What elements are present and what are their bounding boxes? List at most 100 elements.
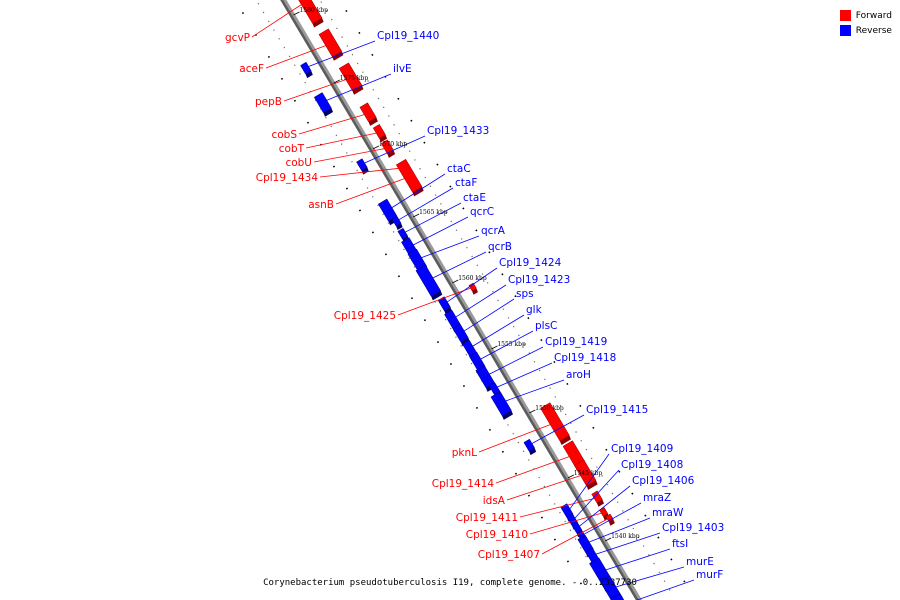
gene-depth: [502, 410, 513, 420]
gene-leader: [595, 532, 661, 555]
guide-row: [257, 2, 613, 600]
gene-depth: [559, 435, 571, 445]
legend-reverse: Reverse: [839, 23, 892, 38]
gene-label-gcvp: gcvP: [225, 32, 250, 44]
gene-leader: [364, 135, 426, 164]
gene-label-cpl19-1423: Cpl19_1423: [508, 274, 570, 286]
gene-leader: [480, 330, 534, 360]
gene-depth: [596, 499, 604, 507]
gene-label-ftsi: ftsI: [672, 538, 688, 550]
gene-block: [560, 503, 574, 518]
gene-label-ctaf: ctaF: [455, 177, 477, 189]
gene-depth: [586, 480, 598, 490]
gene-leader: [489, 346, 544, 375]
gene-ctaf: [391, 215, 403, 231]
gene-depth: [608, 519, 615, 526]
gene-leader: [478, 424, 551, 453]
gene-block: [523, 438, 535, 452]
gene-depth: [323, 108, 334, 117]
guide-row: [319, 0, 671, 592]
gene-block: [397, 227, 409, 240]
gene-leader: [335, 178, 405, 205]
gene-leader: [397, 287, 471, 316]
gene-depth: [352, 85, 364, 95]
gene-leader: [413, 216, 469, 246]
gene-gcvp: [298, 0, 324, 28]
gene-leader: [455, 284, 507, 318]
gene-block: [540, 402, 570, 442]
gene-label-cpl19-1433: Cpl19_1433: [427, 125, 489, 137]
gene-leader: [506, 475, 581, 501]
gene-block: [298, 0, 323, 24]
gene-label-cpl19-1418: Cpl19_1418: [554, 352, 616, 364]
gene-block: [605, 513, 614, 523]
gene-label-qcrb: qcrB: [488, 241, 512, 253]
gene-cpl19-1407: [605, 513, 615, 526]
gene-label-glk: glk: [526, 304, 543, 316]
gene-leader: [464, 298, 515, 332]
gene-label-cpl19-1415: Cpl19_1415: [586, 404, 648, 416]
gene-block: [359, 102, 377, 123]
gene-cpl19-1424: [437, 296, 452, 315]
gene-leader: [472, 314, 525, 347]
gene-leader: [283, 79, 346, 102]
gene-block: [391, 215, 402, 227]
tick-mark: [452, 279, 459, 284]
gene-leader: [319, 167, 400, 178]
gene-leader: [605, 548, 671, 571]
gene-label-qcra: qcrA: [481, 225, 506, 237]
tick-mark: [529, 409, 536, 414]
gene-label-cpl19-1425: Cpl19_1425: [334, 310, 396, 322]
gene-leader: [308, 40, 376, 67]
gene-leader: [497, 362, 553, 388]
gene-block: [444, 309, 461, 329]
gene-label-ctac: ctaC: [447, 163, 471, 175]
gene-label-cpl19-1410: Cpl19_1410: [466, 529, 528, 541]
gene-label-idsa: idsA: [483, 495, 506, 507]
gene-depth: [396, 223, 403, 231]
gene-depth: [368, 117, 378, 126]
guide-row: [241, 11, 592, 600]
gene-depth: [379, 134, 388, 143]
tick-label: 1565 kbp: [419, 209, 448, 216]
guide-row: [338, 0, 686, 583]
tick-label: 1555 kbp: [497, 341, 526, 348]
gene-leader: [589, 517, 651, 543]
gene-depth: [431, 290, 443, 301]
gene-qcrb: [415, 264, 443, 301]
gene-pepb: [338, 62, 364, 95]
gene-block: [469, 351, 486, 371]
gene-label-mure: murE: [686, 556, 714, 568]
gene-cobs: [359, 102, 378, 126]
gene-block: [356, 158, 368, 171]
gene-label-aroh: aroH: [566, 369, 591, 381]
gene-block: [599, 507, 609, 517]
tick-label: 1560 kbp: [458, 275, 487, 282]
gene-murf: [610, 593, 625, 600]
legend-reverse-label: Reverse: [855, 25, 892, 36]
gene-acef: [318, 28, 344, 61]
gene-block: [577, 534, 594, 554]
gene-block: [591, 490, 603, 504]
gene-label-plsc: plsC: [535, 320, 557, 332]
gene-block: [300, 61, 312, 75]
gene-block: [338, 62, 363, 92]
gene-block: [488, 382, 501, 395]
gene-label-cobu: cobU: [285, 157, 312, 169]
gene-label-ctae: ctaE: [463, 192, 486, 204]
gene-label-cpl19-1424: Cpl19_1424: [499, 257, 562, 269]
gene-leader: [298, 114, 365, 135]
gene-depth: [528, 447, 537, 456]
gene-leader: [421, 235, 480, 258]
gene-label-pknl: pknL: [452, 447, 477, 459]
gene-ilve: [313, 92, 334, 117]
gene-leader: [265, 45, 326, 69]
gene-label-mraz: mraZ: [643, 492, 671, 504]
gene-cobt: [372, 123, 388, 143]
gene-pknl: [540, 402, 571, 445]
gene-label-cpl19-1406: Cpl19_1406: [632, 475, 695, 487]
gene-leader: [305, 132, 377, 149]
gene-leader: [313, 148, 385, 163]
gene-leader: [391, 173, 446, 208]
